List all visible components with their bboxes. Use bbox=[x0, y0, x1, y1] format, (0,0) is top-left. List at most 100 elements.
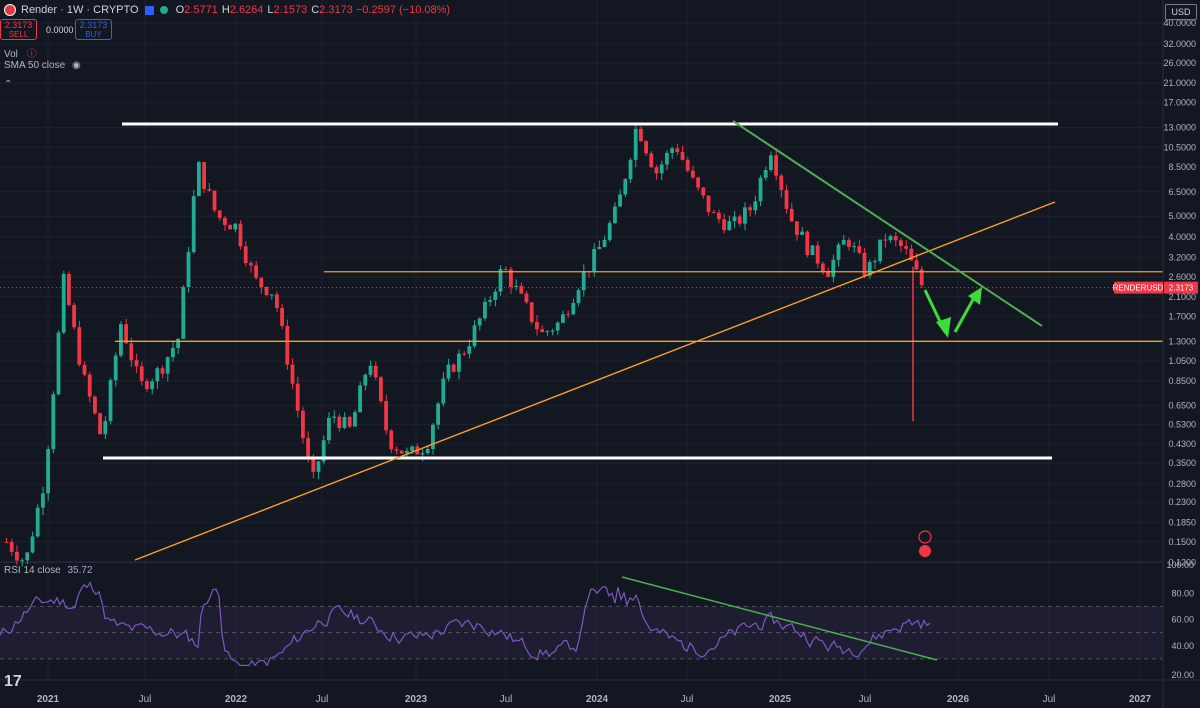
open-label: O bbox=[175, 4, 185, 16]
candle-body bbox=[56, 332, 61, 395]
candle-body bbox=[769, 155, 773, 171]
market-status-icon bbox=[159, 6, 168, 14]
price-tick-label: 3.2000 bbox=[1168, 253, 1196, 263]
price-tick-label: 2.1000 bbox=[1168, 292, 1196, 302]
candle-body bbox=[602, 239, 607, 247]
candle-body bbox=[436, 403, 440, 425]
candle-body bbox=[555, 322, 560, 331]
candle-body bbox=[644, 141, 648, 154]
candle-body bbox=[493, 291, 498, 300]
candle-body bbox=[405, 450, 409, 454]
currency-selector[interactable]: USD bbox=[1165, 4, 1197, 20]
time-tick-label: 2023 bbox=[405, 694, 428, 705]
candle-body bbox=[290, 364, 295, 384]
candle-body bbox=[633, 128, 638, 160]
candle-body bbox=[899, 240, 903, 247]
rsi-tick-label: 20.00 bbox=[1171, 670, 1194, 680]
time-tick-label: 2021 bbox=[37, 694, 60, 705]
candle-body bbox=[670, 148, 674, 153]
candle-body bbox=[815, 245, 820, 264]
price-tick-label: 0.6500 bbox=[1168, 401, 1196, 411]
interval-label[interactable]: 1W bbox=[66, 4, 84, 16]
candle-body bbox=[826, 271, 830, 277]
candle-body bbox=[696, 177, 700, 188]
candle-body bbox=[9, 541, 14, 552]
candle-body bbox=[51, 394, 56, 450]
candle-body bbox=[873, 261, 877, 263]
rsi-value: 35.72 bbox=[67, 565, 93, 576]
candle-body bbox=[540, 329, 544, 333]
candle-body bbox=[259, 277, 264, 287]
time-tick-label: 2025 bbox=[769, 694, 792, 705]
symbol-name[interactable]: Render bbox=[21, 4, 58, 16]
time-tick-label: 2027 bbox=[1129, 694, 1152, 705]
candle-body bbox=[857, 246, 862, 253]
candle-body bbox=[25, 552, 30, 561]
rsi-indicator[interactable]: RSI 14 close 35.72 bbox=[4, 565, 93, 576]
candle-body bbox=[342, 416, 347, 429]
candle-body bbox=[223, 217, 227, 226]
candle-body bbox=[483, 301, 487, 319]
time-tick-label: 2022 bbox=[225, 694, 248, 705]
price-tick-label: 0.4300 bbox=[1168, 439, 1196, 449]
candle-body bbox=[124, 324, 128, 344]
sma-label: SMA 50 close bbox=[4, 60, 66, 71]
rising-trendline bbox=[134, 201, 1056, 561]
rsi-tick-label: 80.00 bbox=[1171, 588, 1194, 598]
eye-icon[interactable]: ◉ bbox=[71, 60, 81, 71]
candle-body bbox=[503, 269, 508, 271]
price-tick-label: 8.5000 bbox=[1168, 162, 1196, 172]
volume-indicator[interactable]: Vol ⓘ bbox=[4, 45, 37, 60]
candle-body bbox=[800, 231, 804, 235]
price-tag-value: 2.3173 bbox=[1169, 284, 1194, 293]
flag-icon bbox=[144, 5, 154, 15]
sma-indicator[interactable]: SMA 50 close ◉ bbox=[4, 60, 81, 71]
candle-body bbox=[150, 381, 154, 390]
change-value: −0.2597 (−10.08%) bbox=[355, 4, 451, 16]
candle-body bbox=[498, 269, 503, 292]
candle-body bbox=[685, 159, 690, 171]
candle-body bbox=[171, 348, 175, 358]
candle-body bbox=[410, 446, 414, 451]
candle-body bbox=[285, 325, 290, 365]
candle-body bbox=[711, 211, 716, 213]
candle-body bbox=[301, 410, 305, 439]
candle-body bbox=[919, 269, 924, 286]
time-tick-label: 2024 bbox=[586, 694, 609, 705]
candle-body bbox=[61, 273, 66, 333]
candle-body bbox=[784, 189, 789, 209]
candle-body bbox=[420, 453, 425, 455]
candle-body bbox=[613, 206, 617, 224]
candle-body bbox=[306, 438, 310, 459]
price-tick-label: 5.0000 bbox=[1168, 211, 1196, 221]
earnings-icon bbox=[919, 545, 931, 557]
candle-body bbox=[379, 377, 383, 402]
candle-body bbox=[35, 507, 40, 537]
candle-body bbox=[763, 170, 768, 178]
buy-button[interactable]: 2.3173 BUY bbox=[75, 19, 112, 40]
tradingview-logo-icon: 17 bbox=[4, 673, 22, 690]
time-tick-label: Jul bbox=[859, 694, 872, 705]
falling-trendline bbox=[732, 120, 1043, 327]
candle-body bbox=[737, 216, 742, 224]
candle-body bbox=[358, 385, 362, 413]
price-tag-label: RENDERUSD bbox=[1113, 284, 1164, 293]
buy-label: BUY bbox=[85, 30, 102, 39]
time-tick-label: 2026 bbox=[947, 694, 970, 705]
price-tick-label: 1.7000 bbox=[1168, 311, 1196, 321]
time-tick-label: Jul bbox=[500, 694, 513, 705]
sell-button[interactable]: 2.3173 SELL bbox=[0, 19, 37, 40]
price-tick-label: 0.2800 bbox=[1168, 479, 1196, 489]
candle-body bbox=[514, 285, 518, 287]
collapse-indicators-icon[interactable]: ⌃ bbox=[4, 79, 13, 90]
candle-body bbox=[810, 245, 815, 256]
candle-body bbox=[254, 265, 258, 278]
candle-body bbox=[316, 461, 321, 472]
candle-body bbox=[280, 307, 284, 326]
candle-body bbox=[867, 261, 872, 276]
candle-body bbox=[275, 294, 279, 308]
price-tick-label: 10.5000 bbox=[1163, 142, 1196, 152]
candle-body bbox=[368, 365, 373, 375]
price-tick-label: 0.2300 bbox=[1168, 497, 1196, 507]
